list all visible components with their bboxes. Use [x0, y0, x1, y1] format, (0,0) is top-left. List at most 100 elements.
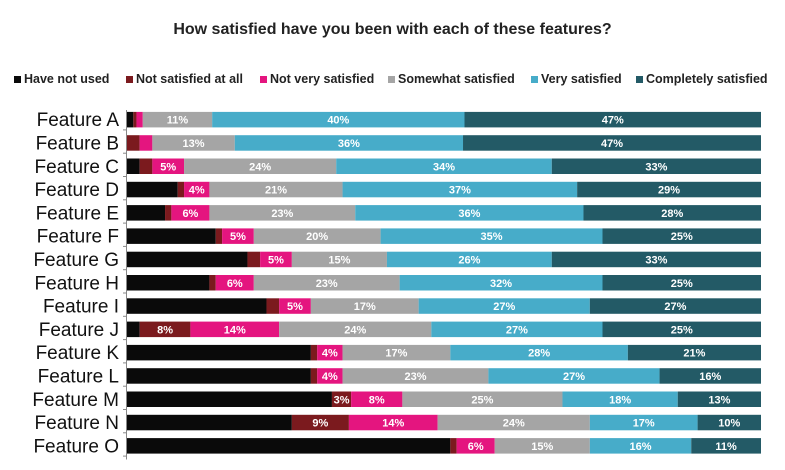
bar-segment — [190, 321, 280, 338]
data-label: 28% — [528, 348, 550, 360]
bar-segment — [127, 344, 311, 361]
bar-segment — [317, 368, 343, 384]
legend-label: Not satisfied at all — [136, 72, 243, 86]
bar-segment — [136, 111, 143, 128]
legend-label: Have not used — [24, 72, 110, 86]
data-label: 11% — [715, 441, 737, 453]
data-label: 14% — [224, 324, 246, 336]
bar-segment — [139, 321, 191, 338]
category-label: Feature K — [36, 343, 120, 364]
data-label: 40% — [327, 115, 349, 127]
category-label: Feature J — [39, 320, 119, 341]
bar-segment — [139, 158, 153, 174]
data-label: 21% — [265, 185, 287, 197]
legend-item: Not very satisfied — [260, 72, 374, 86]
category-label: Feature A — [37, 110, 120, 131]
bar-segment — [253, 275, 400, 291]
bar-segment — [380, 228, 603, 244]
data-label: 25% — [671, 278, 693, 290]
legend: Have not used Not satisfied at all Not ver… — [0, 72, 785, 90]
bar-segment — [691, 438, 761, 454]
bar-segment — [342, 368, 489, 384]
bar-segment — [279, 298, 311, 314]
category-label: Feature M — [32, 390, 119, 411]
legend-swatch — [260, 75, 267, 83]
bar-segment — [562, 391, 678, 407]
bar-segment — [488, 368, 660, 384]
data-label: 3% — [334, 394, 350, 406]
bar-segment — [336, 158, 552, 174]
bar-segment — [127, 275, 210, 291]
bar-segment — [386, 251, 552, 268]
bar-segment — [222, 228, 254, 244]
data-label: 28% — [661, 208, 683, 220]
data-label: 5% — [160, 161, 176, 173]
category-label: Feature H — [35, 273, 119, 294]
data-label: 6% — [182, 208, 198, 220]
data-label: 11% — [167, 115, 189, 127]
bar-segment — [291, 414, 349, 431]
data-label: 15% — [328, 254, 350, 266]
bar-segment — [127, 368, 311, 384]
data-label: 8% — [157, 324, 173, 336]
bar-segment — [310, 298, 419, 314]
bar-segment — [331, 391, 352, 407]
data-label: 25% — [671, 231, 693, 243]
bar-segment — [127, 391, 332, 407]
data-label: 16% — [699, 371, 721, 383]
bar-segment — [127, 228, 216, 244]
bar-segment — [589, 438, 692, 454]
bar-segment — [209, 205, 356, 221]
bar-segment — [209, 181, 343, 198]
data-label: 6% — [227, 278, 243, 290]
bar-segment — [494, 438, 590, 454]
bar-segment — [697, 414, 761, 431]
category-label: Feature B — [36, 133, 119, 154]
bar-segment — [450, 438, 457, 454]
bar-segment — [127, 158, 140, 174]
legend-item: Somewhat satisfied — [388, 72, 515, 86]
bar-segment — [310, 368, 318, 384]
bar-segment — [291, 251, 387, 268]
data-label: 8% — [369, 394, 385, 406]
data-label: 4% — [189, 185, 205, 197]
data-label: 24% — [503, 418, 525, 430]
bar-segment — [253, 228, 381, 244]
data-label: 4% — [322, 371, 338, 383]
bar-segment — [127, 135, 140, 151]
bar-segment — [348, 414, 438, 431]
data-label: 5% — [230, 231, 246, 243]
data-label: 13% — [183, 138, 205, 150]
bar-segment — [127, 251, 248, 268]
data-label: 17% — [385, 348, 407, 360]
bar-segment — [342, 181, 578, 198]
data-label: 23% — [271, 208, 293, 220]
bar-segment — [450, 344, 628, 361]
bar-segment — [317, 344, 343, 361]
data-label: 33% — [645, 254, 667, 266]
bar-segment — [437, 414, 590, 431]
bar-segment — [142, 111, 213, 128]
bar-segment — [456, 438, 495, 454]
data-label: 9% — [312, 418, 328, 430]
bar-segment — [627, 344, 761, 361]
data-label: 35% — [481, 231, 503, 243]
bar-segment — [260, 251, 292, 268]
legend-swatch — [636, 75, 643, 83]
bar-segment — [184, 181, 210, 198]
data-label: 25% — [471, 394, 493, 406]
category-label: Feature G — [33, 250, 119, 271]
bar-segment — [212, 111, 465, 128]
bar-segment — [279, 321, 432, 338]
category-label: Feature N — [35, 413, 119, 434]
bar-segment — [209, 275, 216, 291]
bar-segment — [677, 391, 761, 407]
data-label: 27% — [506, 324, 528, 336]
legend-label: Not very satisfied — [270, 72, 375, 86]
bar-segment — [602, 321, 761, 338]
data-label: 21% — [683, 348, 705, 360]
bar-segment — [399, 275, 603, 291]
data-label: 25% — [671, 324, 693, 336]
bar-segment — [402, 391, 563, 407]
